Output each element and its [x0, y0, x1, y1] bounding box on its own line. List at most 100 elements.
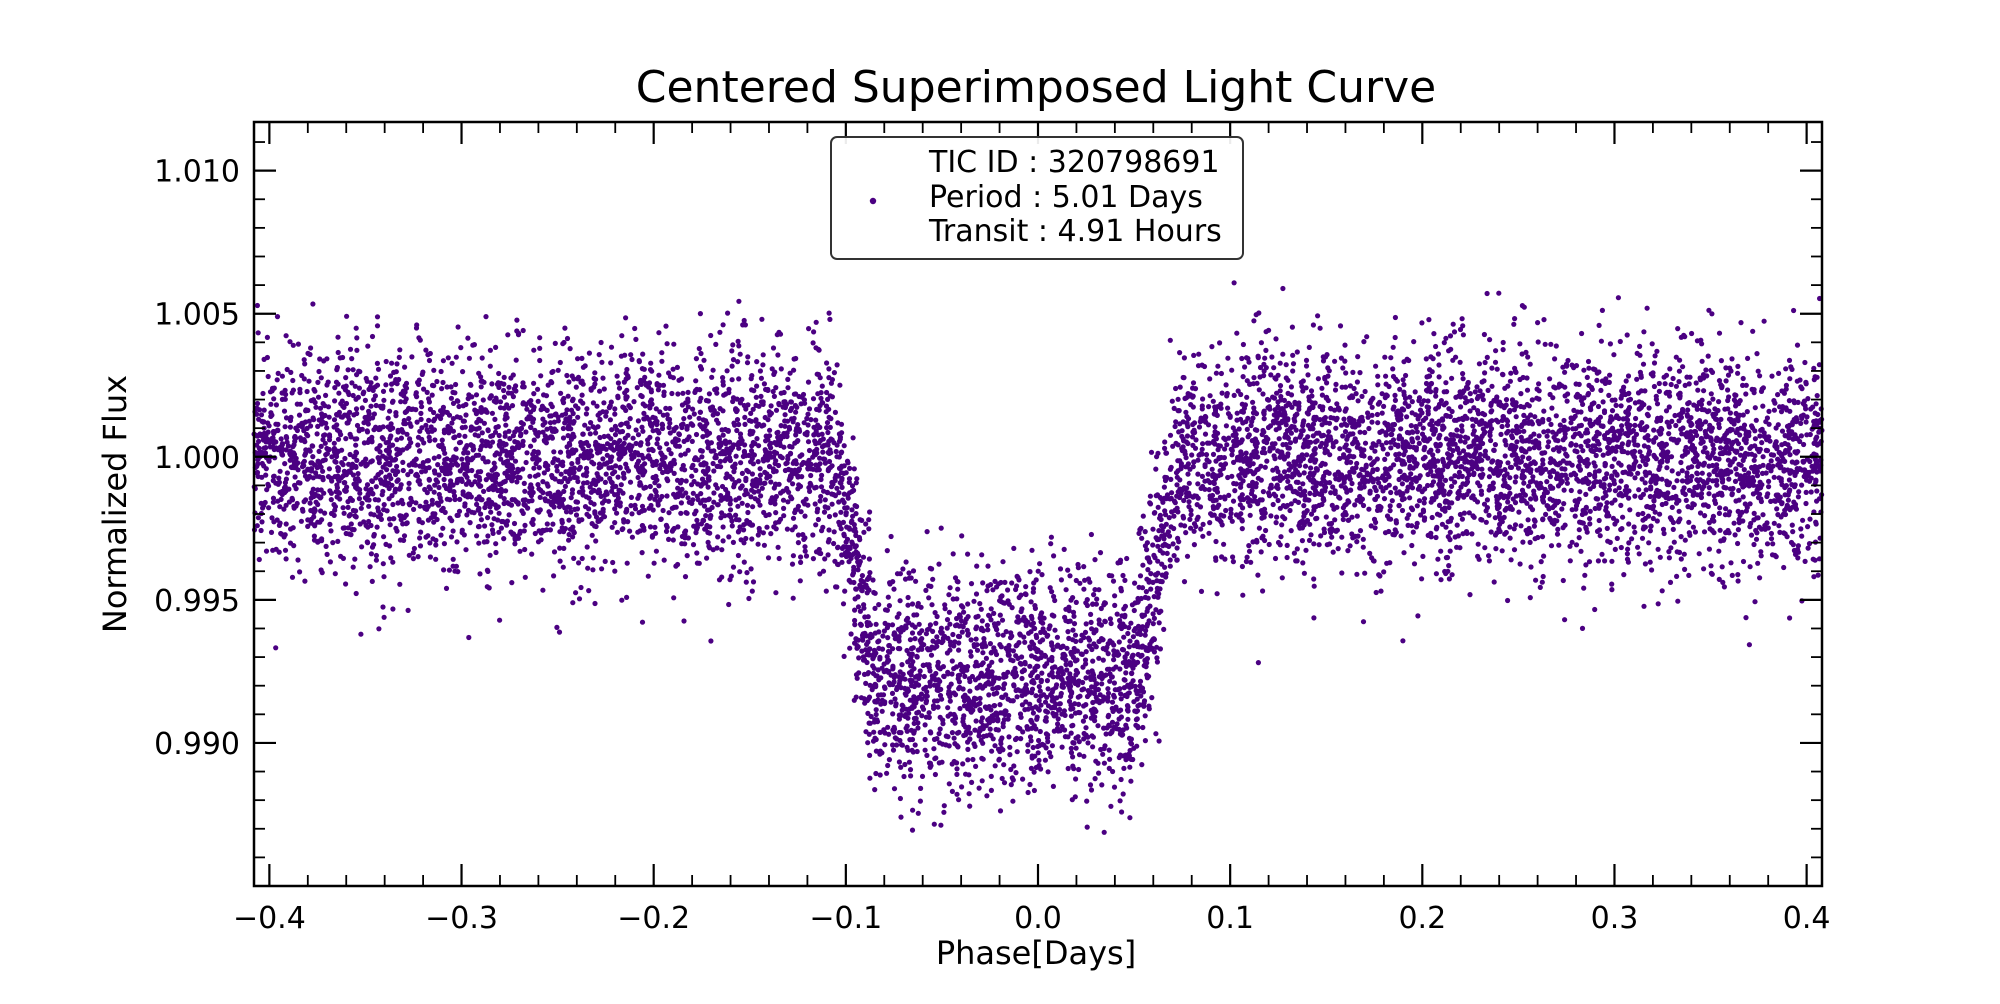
data-point — [967, 730, 973, 736]
data-point — [1301, 418, 1307, 424]
data-point — [790, 553, 797, 559]
data-point — [1388, 445, 1394, 451]
data-point — [993, 651, 1000, 658]
data-point — [358, 505, 364, 511]
data-point — [822, 497, 828, 503]
data-point — [1329, 502, 1335, 508]
data-point — [761, 381, 768, 387]
data-point — [1407, 495, 1413, 501]
data-point — [1573, 442, 1579, 448]
data-point — [741, 559, 747, 565]
data-point — [416, 335, 422, 341]
data-point — [1637, 343, 1643, 349]
data-point — [697, 311, 704, 317]
data-point — [947, 698, 953, 704]
data-point — [1536, 433, 1542, 439]
data-point — [547, 420, 554, 426]
data-point — [1594, 429, 1600, 435]
data-point — [1467, 391, 1473, 397]
data-point — [1431, 331, 1437, 337]
data-point — [1457, 359, 1463, 365]
data-point — [1699, 406, 1705, 412]
data-point — [1272, 456, 1278, 462]
data-point — [1240, 374, 1246, 380]
data-point — [1073, 745, 1079, 751]
data-point — [363, 456, 369, 462]
data-point — [476, 416, 482, 422]
data-point — [606, 498, 612, 504]
data-point — [1335, 546, 1341, 552]
data-point — [331, 417, 338, 423]
data-point — [1474, 384, 1480, 390]
data-point — [980, 650, 986, 656]
data-point — [1396, 503, 1402, 509]
data-point — [933, 620, 939, 626]
data-point — [1210, 398, 1216, 404]
data-point — [1041, 615, 1047, 621]
data-point — [1532, 414, 1538, 420]
data-point — [1604, 525, 1610, 532]
data-point — [806, 406, 813, 412]
data-point — [952, 692, 959, 698]
data-point — [608, 344, 615, 350]
data-point — [1028, 765, 1034, 772]
data-point — [755, 541, 761, 547]
data-point — [1560, 577, 1566, 584]
data-point — [1132, 683, 1138, 689]
data-point — [1300, 560, 1306, 566]
data-point — [1564, 453, 1570, 459]
data-point — [417, 543, 424, 549]
data-point — [1564, 398, 1570, 404]
data-point — [1736, 487, 1742, 494]
data-point — [684, 553, 690, 559]
data-point — [423, 347, 429, 353]
data-point — [254, 400, 261, 407]
data-point — [1186, 499, 1192, 505]
data-point — [1513, 414, 1519, 420]
data-point — [323, 543, 329, 550]
data-point — [820, 449, 826, 455]
data-point — [872, 605, 878, 612]
data-point — [1199, 406, 1205, 412]
data-point — [627, 416, 633, 422]
data-point — [614, 529, 621, 535]
data-point — [856, 562, 862, 569]
data-point — [381, 397, 387, 403]
data-point — [1326, 429, 1332, 435]
data-point — [1409, 542, 1415, 549]
data-point — [1081, 586, 1087, 592]
data-point — [541, 392, 547, 398]
data-point — [1223, 423, 1229, 429]
data-point — [1252, 498, 1258, 504]
data-point — [1168, 476, 1174, 482]
data-point — [1407, 444, 1413, 450]
data-point — [418, 529, 424, 535]
data-point — [1312, 446, 1318, 452]
data-point — [492, 416, 498, 422]
data-point — [1668, 381, 1674, 388]
data-point — [632, 506, 639, 512]
data-point — [583, 465, 590, 471]
data-point — [1243, 355, 1250, 361]
data-point — [584, 406, 590, 412]
data-point — [1155, 504, 1161, 510]
data-point — [1723, 506, 1729, 512]
data-point — [560, 435, 567, 441]
data-point — [655, 436, 661, 442]
data-point — [758, 393, 764, 399]
data-point — [1070, 627, 1076, 633]
data-point — [650, 428, 656, 434]
data-point — [612, 406, 618, 412]
data-point — [1604, 471, 1610, 477]
data-point — [977, 707, 983, 714]
data-point — [664, 441, 670, 447]
data-point — [1636, 399, 1642, 405]
data-point — [832, 512, 838, 518]
data-point — [558, 390, 564, 396]
data-point — [971, 741, 977, 747]
data-point — [1096, 587, 1102, 593]
data-point — [588, 420, 594, 426]
data-point — [1433, 534, 1439, 541]
data-point — [1514, 439, 1520, 445]
